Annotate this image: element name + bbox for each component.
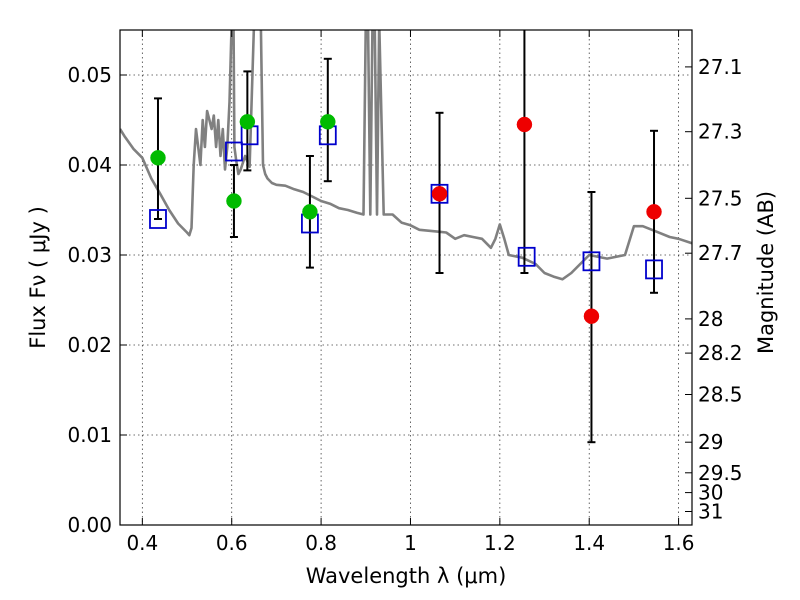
green-data-point (150, 150, 166, 166)
red-data-point (583, 308, 600, 324)
x-tick-label: 0.8 (305, 531, 337, 555)
x-axis-label: Wavelength λ (μm) (306, 564, 507, 588)
ticks (120, 30, 692, 526)
y2-tick-label: 27.7 (698, 241, 743, 265)
x-tick-label: 1 (404, 531, 417, 555)
green-data-point (226, 193, 242, 209)
red-data-point (646, 204, 662, 220)
y-tick-label: 0.04 (67, 153, 112, 177)
y-tick-label: 0.02 (67, 333, 112, 357)
y-tick-label: 0.01 (67, 423, 112, 447)
y2-tick-label: 31 (698, 500, 723, 524)
model-square-point (582, 251, 601, 272)
y-tick-label: 0.00 (67, 513, 112, 537)
red-data-point (516, 116, 533, 133)
x-tick-label: 1.2 (484, 531, 516, 555)
y-tick-label: 0.05 (67, 63, 112, 87)
model-square-point (645, 259, 663, 280)
model-square-point (517, 246, 536, 267)
y2-tick-label: 27.5 (698, 186, 743, 210)
model-square-point (225, 141, 243, 162)
model-square-point (149, 209, 167, 229)
x-tick-label: 0.4 (126, 531, 158, 555)
green-data-point (302, 204, 318, 220)
y2-tick-label: 28.2 (698, 341, 743, 365)
plot-frame (119, 29, 693, 526)
red-data-point (431, 186, 448, 202)
plot-content (120, 30, 692, 444)
y2-tick-label: 29 (698, 430, 723, 454)
grid (120, 30, 692, 525)
labels: 0.4 0.6 0.8 1 1.2 1.4 1.6 0.00 0.01 0.02 0.03 0.04 0… (26, 55, 778, 588)
green-data-point (320, 114, 336, 130)
y2-tick-label: 27.1 (698, 55, 743, 79)
y2-tick-label: 28 (698, 307, 723, 331)
y-axis-label: Flux Fν ( μJy ) (26, 206, 50, 349)
y2-tick-label: 30 (698, 481, 723, 505)
y2-tick-label: 27.3 (698, 120, 743, 144)
y-tick-label: 0.03 (67, 243, 112, 267)
y2-tick-label: 28.5 (698, 383, 743, 407)
model-square-point (430, 183, 449, 204)
model-spectrum-line (120, 30, 692, 281)
green-data-point (239, 114, 256, 130)
x-tick-label: 1.4 (573, 531, 605, 555)
y2-tick-label: 29.5 (698, 461, 743, 485)
x-tick-label: 0.6 (216, 531, 248, 555)
y2-axis-label: Magnitude (AB) (754, 191, 778, 354)
x-tick-label: 1.6 (663, 531, 695, 555)
